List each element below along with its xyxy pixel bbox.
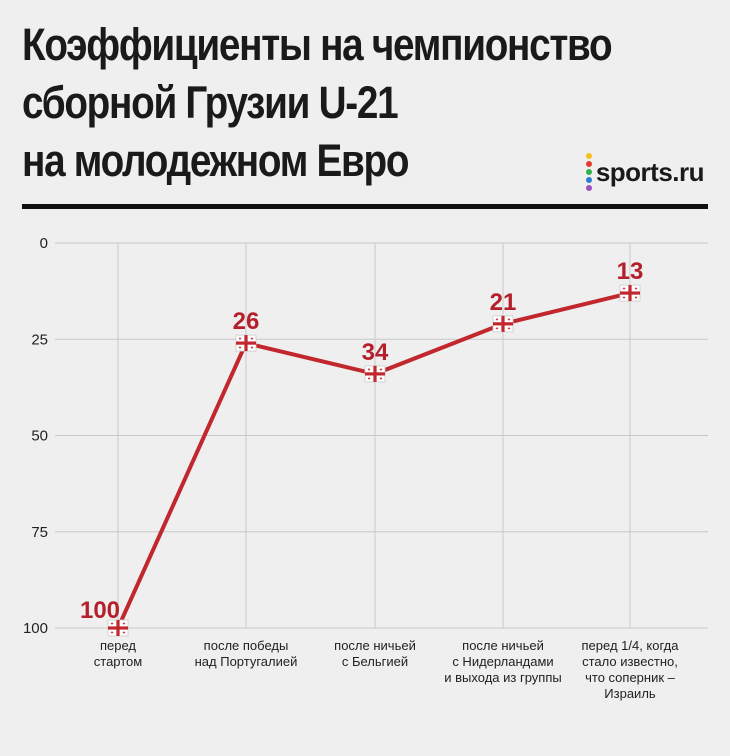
chart-title-line-2: сборной Грузии U-21 <box>22 77 399 128</box>
sports-ru-dots-icon <box>585 152 592 192</box>
x-tick-label-line: и выхода из группы <box>444 670 562 685</box>
flag-small-cross <box>251 337 253 340</box>
georgian-flag-icon <box>619 284 641 302</box>
data-label: 21 <box>490 289 517 316</box>
x-tick-label-line: стартом <box>93 654 143 669</box>
flag-small-cross <box>635 287 637 290</box>
x-tick-label-line: после ничьей <box>462 638 544 653</box>
x-tick-label: после ничьей с Бельгией <box>305 638 445 670</box>
logo-dot <box>585 177 592 183</box>
chart-title-line-3: на молодежном Евро <box>22 135 410 186</box>
x-tick-label: после ничьей с Нидерландами и выхода из гр… <box>433 638 573 686</box>
data-label: 100 <box>80 597 120 624</box>
x-tick-label-line: с Нидерландами <box>452 654 554 669</box>
flag-small-cross <box>111 622 113 625</box>
georgian-flag-icon <box>492 315 514 333</box>
x-tick-label-line: Израиль <box>604 686 656 701</box>
flag-small-cross <box>123 631 125 634</box>
logo-dot <box>585 161 592 167</box>
chart-title: Коэффициенты на чемпионство сборной Груз… <box>22 16 624 190</box>
logo-dot <box>585 169 592 175</box>
flag-small-cross <box>496 318 498 321</box>
x-tick-label-line: над Португалией <box>194 654 298 669</box>
flag-small-cross <box>635 296 637 299</box>
data-label: 34 <box>362 339 389 366</box>
y-tick-label: 75 <box>31 524 48 541</box>
georgian-flag-icon <box>107 619 129 637</box>
flag-small-cross <box>123 622 125 625</box>
y-tick-label: 100 <box>23 620 48 637</box>
flag-small-cross <box>251 346 253 349</box>
georgian-flag-icon <box>235 334 257 352</box>
flag-cross-v <box>628 285 632 302</box>
y-tick-label: 25 <box>31 331 48 348</box>
flag-small-cross <box>111 631 113 634</box>
georgian-flag-icon <box>364 365 386 383</box>
flag-small-cross <box>623 287 625 290</box>
flag-cross-v <box>373 365 377 382</box>
logo-dot <box>585 185 592 191</box>
x-tick-label-line: с Бельгией <box>341 654 409 669</box>
x-tick-label-line: после победы <box>203 638 289 653</box>
x-tick-label: перед стартом <box>48 638 188 670</box>
x-tick-label-line: перед 1/4, когда <box>581 638 679 653</box>
flag-small-cross <box>380 368 382 371</box>
x-tick-label: после победы над Португалией <box>176 638 316 670</box>
chart-title-line-1: Коэффициенты на чемпионство <box>22 19 613 70</box>
y-tick-label: 50 <box>31 428 48 445</box>
x-tick-label-line: после ничьей <box>334 638 416 653</box>
flag-small-cross <box>239 337 241 340</box>
x-tick-label: перед 1/4, когда стало известно, что сопер… <box>560 638 700 702</box>
flag-small-cross <box>496 327 498 330</box>
x-tick-label-line: что соперник – <box>585 670 675 685</box>
flag-small-cross <box>368 377 370 380</box>
logo-dot <box>585 153 592 159</box>
x-tick-label-line: стало известно, <box>582 654 678 669</box>
flag-small-cross <box>508 327 510 330</box>
logo-text: sports.ru <box>595 156 705 187</box>
data-label: 13 <box>617 258 644 285</box>
flag-small-cross <box>380 377 382 380</box>
flag-small-cross <box>239 346 241 349</box>
flag-cross-v <box>244 335 248 352</box>
flag-small-cross <box>368 368 370 371</box>
x-tick-label-line: перед <box>99 638 137 653</box>
data-label: 26 <box>233 308 260 335</box>
sports-ru-logo[interactable]: sports.ru <box>585 152 705 192</box>
flag-small-cross <box>508 318 510 321</box>
flag-cross-v <box>116 620 120 636</box>
flag-small-cross <box>623 296 625 299</box>
y-tick-label: 0 <box>40 235 48 252</box>
flag-cross-v <box>501 315 505 332</box>
title-divider <box>22 204 708 209</box>
